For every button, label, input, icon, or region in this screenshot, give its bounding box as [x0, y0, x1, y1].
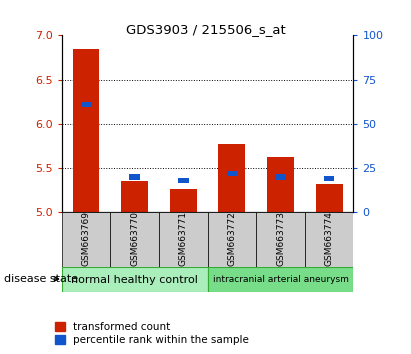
- Bar: [129, 175, 140, 180]
- Bar: [121, 182, 148, 212]
- Text: GSM663774: GSM663774: [325, 211, 334, 266]
- Bar: [275, 175, 286, 180]
- Text: GSM663769: GSM663769: [81, 211, 90, 266]
- Bar: [208, 267, 353, 292]
- Bar: [305, 212, 353, 267]
- Bar: [316, 184, 342, 212]
- Bar: [219, 144, 245, 212]
- Text: GSM663772: GSM663772: [227, 211, 236, 266]
- Bar: [62, 212, 110, 267]
- Text: GSM663770: GSM663770: [130, 211, 139, 266]
- Bar: [226, 171, 237, 176]
- Legend: transformed count, percentile rank within the sample: transformed count, percentile rank withi…: [55, 322, 249, 345]
- Bar: [159, 212, 208, 267]
- Text: disease state: disease state: [4, 274, 78, 284]
- Bar: [73, 49, 99, 212]
- Text: normal healthy control: normal healthy control: [71, 275, 198, 285]
- Text: GSM663773: GSM663773: [276, 211, 285, 266]
- Text: GDS3903 / 215506_s_at: GDS3903 / 215506_s_at: [126, 23, 285, 36]
- Text: intracranial arterial aneurysm: intracranial arterial aneurysm: [212, 275, 349, 284]
- Bar: [267, 157, 294, 212]
- Bar: [178, 178, 189, 183]
- Bar: [62, 267, 208, 292]
- Bar: [208, 212, 256, 267]
- Bar: [256, 212, 305, 267]
- Bar: [324, 176, 335, 182]
- Text: GSM663771: GSM663771: [179, 211, 188, 266]
- Bar: [81, 102, 91, 107]
- Bar: [110, 212, 159, 267]
- Bar: [170, 189, 196, 212]
